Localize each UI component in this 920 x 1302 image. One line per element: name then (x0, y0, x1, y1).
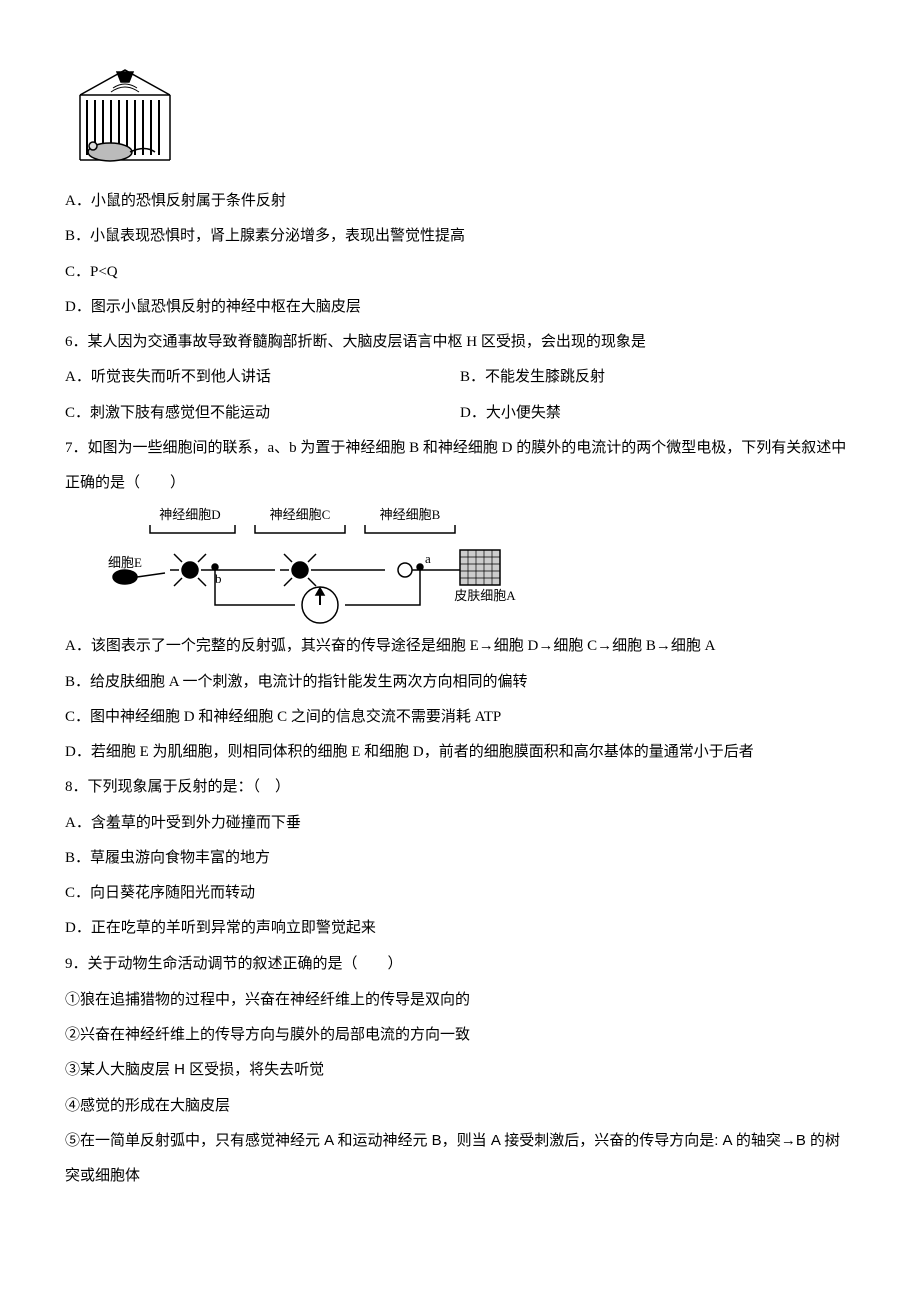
label-neuron-c: 神经细胞C (270, 507, 331, 522)
q7-option-b: B．给皮肤细胞 A 一个刺激，电流计的指针能发生两次方向相同的偏转 (65, 665, 855, 700)
q5-option-d: D．图示小鼠恐惧反射的神经中枢在大脑皮层 (65, 290, 855, 325)
q8-option-d: D．正在吃草的羊听到异常的声响立即警觉起来 (65, 911, 855, 946)
q6-stem: 6．某人因为交通事故导致脊髓胸部折断、大脑皮层语言中枢 H 区受损，会出现的现象… (65, 325, 855, 360)
label-neuron-b: 神经细胞B (380, 507, 441, 522)
q9-item-5: ⑤在一简单反射弧中，只有感觉神经元 A 和运动神经元 B，则当 A 接受刺激后，… (65, 1123, 855, 1194)
figure-mouse-box (65, 60, 185, 180)
neuron-svg: 神经细胞D 神经细胞C 神经细胞B 细胞E 皮肤细胞A a b (105, 505, 525, 625)
q7-option-d: D．若细胞 E 为肌细胞，则相同体积的细胞 E 和细胞 D，前者的细胞膜面积和高… (65, 735, 855, 770)
q6-option-d: D．大小便失禁 (460, 396, 855, 431)
q5-option-a: A．小鼠的恐惧反射属于条件反射 (65, 184, 855, 219)
q5-option-c: C．P<Q (65, 255, 855, 290)
q6-option-b: B．不能发生膝跳反射 (460, 360, 855, 395)
label-skin-a: 皮肤细胞A (454, 588, 516, 603)
q8-option-a: A．含羞草的叶受到外力碰撞而下垂 (65, 806, 855, 841)
q6-row1: A．听觉丧失而听不到他人讲话 B．不能发生膝跳反射 (65, 360, 855, 395)
q6-option-c: C．刺激下肢有感觉但不能运动 (65, 396, 460, 431)
q7-option-a: A．该图表示了一个完整的反射弧，其兴奋的传导途径是细胞 E→细胞 D→细胞 C→… (65, 629, 855, 664)
label-electrode-b: b (215, 571, 222, 586)
q6-row2: C．刺激下肢有感觉但不能运动 D．大小便失禁 (65, 396, 855, 431)
q9-item-4: ④感觉的形成在大脑皮层 (65, 1088, 855, 1123)
q9-stem: 9．关于动物生命活动调节的叙述正确的是（ ） (65, 947, 855, 982)
q6-option-a: A．听觉丧失而听不到他人讲话 (65, 360, 460, 395)
q8-option-c: C．向日葵花序随阳光而转动 (65, 876, 855, 911)
q8-option-b: B．草履虫游向食物丰富的地方 (65, 841, 855, 876)
label-neuron-d: 神经细胞D (159, 507, 220, 522)
figure-neuron-chain: 神经细胞D 神经细胞C 神经细胞B 细胞E 皮肤细胞A a b (105, 505, 525, 625)
label-cell-e: 细胞E (108, 555, 142, 570)
q9-item-3: ③某人大脑皮层 H 区受损，将失去听觉 (65, 1052, 855, 1087)
q9-item-1: ①狼在追捕猎物的过程中，兴奋在神经纤维上的传导是双向的 (65, 982, 855, 1017)
q9-item-2: ②兴奋在神经纤维上的传导方向与膜外的局部电流的方向一致 (65, 1017, 855, 1052)
mouse-box-svg (65, 60, 185, 180)
q7-option-c: C．图中神经细胞 D 和神经细胞 C 之间的信息交流不需要消耗 ATP (65, 700, 855, 735)
label-electrode-a: a (425, 551, 431, 566)
q8-stem: 8．下列现象属于反射的是：（ ） (65, 770, 855, 805)
q7-stem: 7．如图为一些细胞间的联系，a、b 为置于神经细胞 B 和神经细胞 D 的膜外的… (65, 431, 855, 502)
q5-option-b: B．小鼠表现恐惧时，肾上腺素分泌增多，表现出警觉性提高 (65, 219, 855, 254)
